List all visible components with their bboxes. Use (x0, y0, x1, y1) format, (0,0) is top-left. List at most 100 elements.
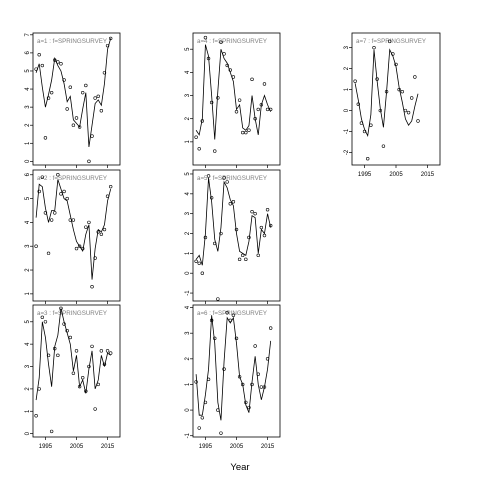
data-point (369, 123, 373, 127)
data-point (356, 102, 360, 106)
data-point (65, 329, 69, 333)
data-point (108, 36, 113, 41)
y-tick-label: 3 (185, 331, 191, 335)
y-tick-label: -2 (344, 149, 350, 155)
data-point (99, 109, 104, 113)
data-point (53, 211, 57, 215)
x-tick-label: 2015 (261, 444, 275, 450)
data-point (244, 257, 248, 262)
data-point (43, 320, 48, 324)
y-tick-label: 3 (344, 45, 350, 49)
data-point (219, 431, 223, 435)
data-point (400, 89, 404, 94)
data-point (247, 405, 251, 410)
data-point (34, 67, 38, 71)
data-point (234, 227, 239, 232)
fit-line (35, 179, 112, 280)
data-point (372, 45, 376, 50)
data-point (213, 336, 217, 341)
data-point (234, 336, 239, 341)
data-point (87, 364, 91, 369)
data-point (253, 344, 257, 348)
data-point (250, 77, 254, 82)
data-point (46, 353, 51, 358)
y-tick-label: 2 (25, 387, 31, 391)
data-point (213, 149, 217, 153)
panel-frame (351, 32, 441, 166)
y-tick-label: -1 (344, 128, 350, 134)
data-point (37, 52, 41, 57)
data-point (262, 385, 267, 389)
data-point (247, 235, 251, 240)
data-point (71, 371, 76, 375)
data-point (237, 257, 242, 262)
data-point (200, 271, 205, 275)
data-point (259, 103, 264, 107)
data-point (206, 56, 211, 61)
data-point (203, 35, 208, 40)
panel-4: a=4 : f=SPRINGSURVEY 1 2 3 4 5 (185, 32, 281, 168)
y-tick-label: 0 (185, 271, 191, 275)
data-point (74, 349, 79, 353)
y-tick-label: 5 (25, 319, 31, 323)
data-point (56, 60, 60, 64)
y-tick-label: 4 (25, 87, 31, 91)
panel-1: a=1 : f=SPRINGSURVEY 0 1 2 3 4 5 6 7 (25, 32, 121, 168)
data-point (253, 116, 257, 121)
y-tick-label: 2 (344, 66, 350, 70)
data-point (93, 407, 97, 411)
data-point (96, 382, 100, 387)
data-point (362, 129, 367, 134)
data-point (77, 244, 82, 248)
y-tick-label: 6 (25, 172, 31, 176)
data-point (241, 130, 245, 135)
data-point (241, 382, 245, 387)
data-point (105, 349, 110, 353)
data-point (394, 62, 398, 67)
data-point (34, 414, 38, 418)
y-tick-label: 2 (185, 116, 191, 120)
y-tick-label: -1 (185, 290, 191, 296)
data-point (225, 310, 229, 315)
y-tick-label: 3 (25, 364, 31, 368)
y-tick-label: 0 (25, 159, 31, 163)
data-point (46, 251, 51, 256)
data-point (84, 225, 88, 229)
data-point (231, 313, 236, 317)
data-point (216, 297, 220, 301)
data-point (65, 196, 69, 201)
data-point (225, 63, 229, 68)
data-point (268, 107, 273, 112)
data-point (200, 416, 205, 420)
data-point (219, 40, 223, 44)
data-point (256, 107, 260, 112)
data-point (90, 344, 94, 349)
data-point (247, 128, 251, 132)
y-tick-label: 1 (25, 141, 31, 145)
data-point (62, 322, 66, 326)
y-tick-label: 1 (344, 87, 350, 91)
data-point (234, 110, 239, 114)
y-tick-label: 5 (25, 196, 31, 200)
data-point (209, 196, 214, 200)
data-point (203, 400, 208, 405)
data-point (90, 134, 94, 138)
data-point (403, 108, 408, 113)
data-point (43, 211, 48, 215)
data-point (99, 232, 104, 237)
data-point (108, 351, 113, 355)
chart-panels: a=1 : f=SPRINGSURVEY 0 1 2 3 4 5 6 7 a=2 : f=SPRI… (25, 32, 441, 450)
y-tick-label: 6 (25, 51, 31, 55)
data-point (222, 176, 226, 180)
data-point (225, 180, 229, 184)
panel-label: a=6 : f=SPRINGSURVEY (197, 310, 267, 317)
fit-line (35, 308, 111, 401)
data-point (197, 426, 201, 430)
data-point (74, 116, 79, 120)
y-tick-label: 7 (25, 32, 31, 36)
x-tick-label: 2015 (421, 172, 435, 178)
data-point (81, 376, 85, 380)
x-tick-label: 2015 (101, 444, 115, 450)
data-point (81, 246, 85, 251)
data-point (46, 96, 51, 100)
